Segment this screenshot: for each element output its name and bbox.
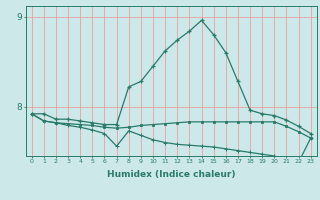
- X-axis label: Humidex (Indice chaleur): Humidex (Indice chaleur): [107, 170, 236, 179]
